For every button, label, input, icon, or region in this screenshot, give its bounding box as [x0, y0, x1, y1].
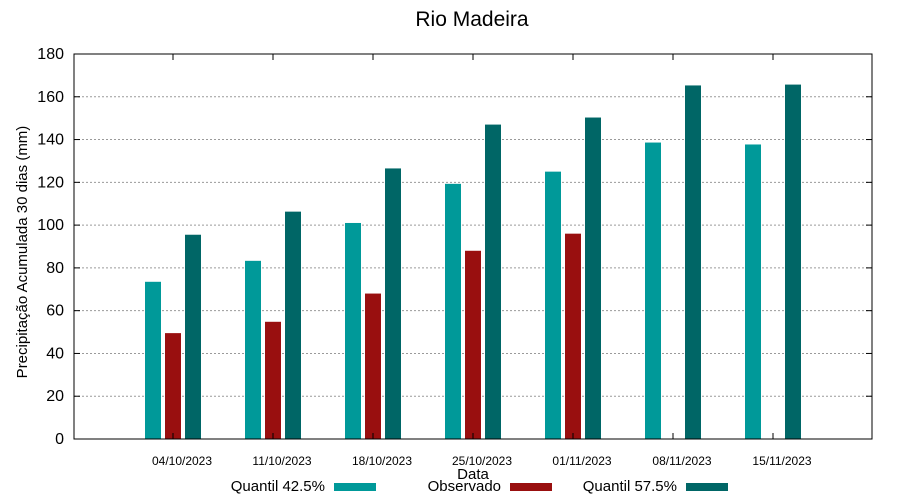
bar-observado-3 — [465, 250, 481, 439]
chart-title: Rio Madeira — [415, 8, 529, 31]
bars-layer — [145, 84, 801, 440]
legend-swatch — [334, 483, 376, 491]
bar-observado-2 — [365, 293, 381, 439]
x-tick-label: 04/10/2023 — [152, 454, 212, 468]
bar-observado-0 — [165, 333, 181, 439]
legend-label: Quantil 42.5% — [231, 478, 325, 495]
y-tick-label: 180 — [37, 46, 64, 63]
bar-observado-4 — [565, 233, 581, 439]
bar-quantil-42-5-5 — [645, 142, 661, 440]
grid-layer — [74, 96, 872, 397]
bar-quantil-42-5-4 — [545, 171, 561, 439]
bar-quantil-57-5-1 — [285, 211, 301, 439]
y-axis-label: Precipitação Acumulada 30 dias (mm) — [14, 126, 31, 379]
legend: Quantil 42.5% Observado Quantil 57.5% — [231, 478, 728, 495]
axis-layer: 0 20 40 60 80 100 120 140 160 180 04/10/2023 11/10/… — [37, 46, 872, 468]
bar-quantil-42-5-3 — [445, 183, 461, 439]
bar-quantil-42-5-0 — [145, 281, 161, 439]
y-tick-label: 140 — [37, 132, 64, 149]
bar-quantil-57-5-6 — [785, 84, 801, 439]
x-axis-label: Data — [457, 466, 489, 483]
y-tick-label: 80 — [46, 260, 64, 277]
legend-label: Quantil 57.5% — [583, 478, 677, 495]
bar-quantil-57-5-5 — [685, 85, 701, 440]
bar-quantil-57-5-2 — [385, 168, 401, 440]
y-tick-label: 20 — [46, 388, 64, 405]
y-tick-label: 40 — [46, 345, 64, 362]
x-tick-label: 01/11/2023 — [552, 454, 611, 468]
bar-observado-1 — [265, 321, 281, 439]
bar-quantil-57-5-3 — [485, 124, 501, 439]
x-tick-label: 18/10/2023 — [352, 454, 412, 468]
bar-quantil-57-5-0 — [185, 234, 201, 439]
legend-swatch — [510, 483, 552, 491]
x-tick-label: 15/11/2023 — [752, 454, 811, 468]
y-tick-label: 60 — [46, 303, 64, 320]
x-tick-label: 11/10/2023 — [252, 454, 311, 468]
x-tick-label: 25/10/2023 — [452, 454, 512, 468]
bar-quantil-42-5-6 — [745, 144, 761, 439]
y-tick-label: 160 — [37, 89, 64, 106]
x-tick-label: 08/11/2023 — [652, 454, 711, 468]
y-tick-label: 120 — [37, 174, 64, 191]
y-tick-label: 0 — [55, 431, 64, 448]
bar-quantil-42-5-2 — [345, 222, 361, 439]
legend-swatch — [686, 483, 728, 491]
y-tick-label: 100 — [37, 217, 64, 234]
legend-label: Observado — [428, 478, 501, 495]
bar-quantil-42-5-1 — [245, 260, 261, 439]
bar-quantil-57-5-4 — [585, 117, 601, 440]
